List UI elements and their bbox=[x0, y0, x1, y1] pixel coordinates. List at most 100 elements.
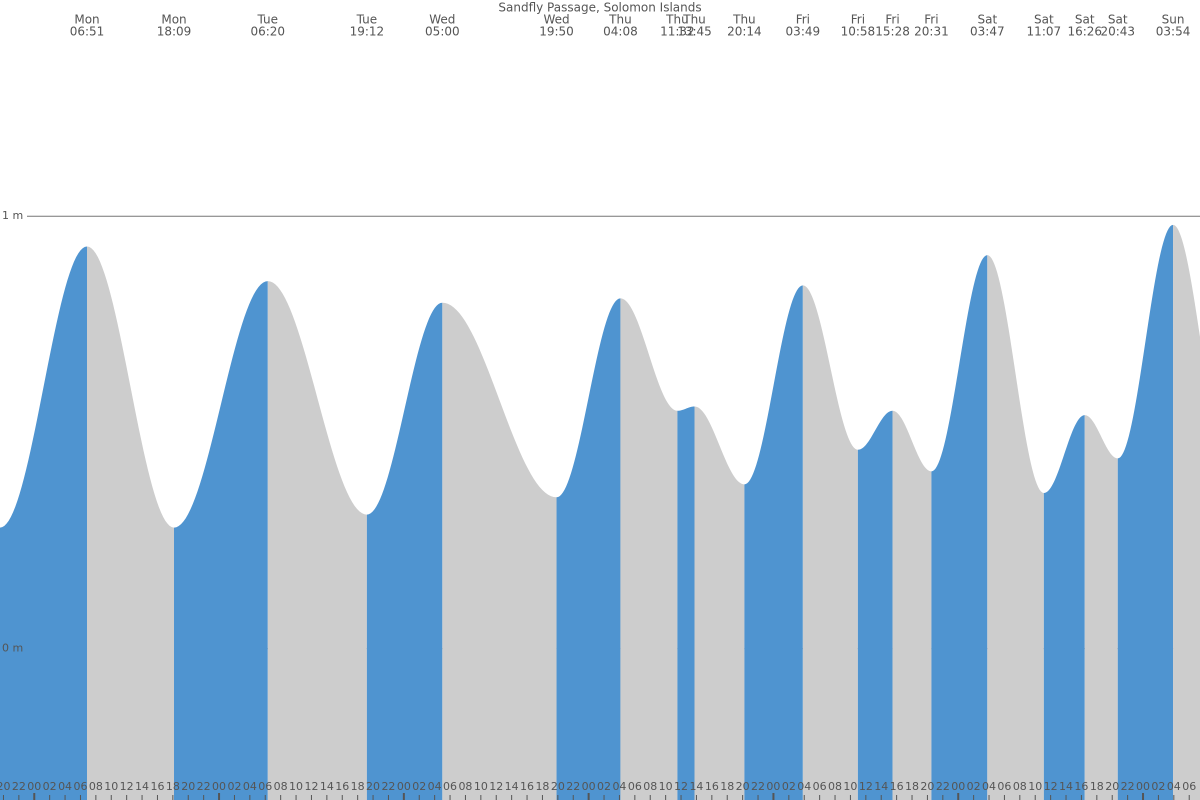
extreme-time: 11:07 bbox=[1027, 25, 1062, 39]
chart-title: Sandfly Passage, Solomon Islands bbox=[498, 1, 701, 15]
tide-area bbox=[857, 410, 893, 800]
extreme-time: 03:54 bbox=[1156, 25, 1191, 39]
extreme-day: Sat bbox=[1075, 13, 1095, 27]
x-tick-label: 10 bbox=[104, 780, 118, 793]
tide-area bbox=[802, 285, 858, 800]
x-tick-label: 20 bbox=[0, 780, 10, 793]
x-tick-label: 08 bbox=[643, 780, 657, 793]
x-tick-label: 08 bbox=[89, 780, 103, 793]
x-tick-label: 20 bbox=[181, 780, 195, 793]
extreme-time: 05:00 bbox=[425, 25, 460, 39]
x-tick-label: 16 bbox=[1074, 780, 1088, 793]
x-tick-label: 22 bbox=[566, 780, 580, 793]
x-tick-label: 04 bbox=[428, 780, 442, 793]
tide-area bbox=[267, 281, 367, 800]
extreme-day: Fri bbox=[924, 13, 938, 27]
x-tick-label: 22 bbox=[12, 780, 26, 793]
x-tick-label: 08 bbox=[828, 780, 842, 793]
x-tick-label: 04 bbox=[797, 780, 811, 793]
extreme-day: Sun bbox=[1162, 13, 1185, 27]
tide-area bbox=[1043, 415, 1085, 800]
extreme-day: Sat bbox=[977, 13, 997, 27]
extreme-time: 04:08 bbox=[603, 25, 638, 39]
x-tick-label: 14 bbox=[135, 780, 149, 793]
x-tick-label: 04 bbox=[58, 780, 72, 793]
extreme-time: 19:50 bbox=[539, 25, 574, 39]
x-tick-label: 16 bbox=[890, 780, 904, 793]
tide-area bbox=[931, 255, 988, 800]
label-layer: 1 m0 mMon06:51Mon18:09Tue06:20Tue19:12We… bbox=[0, 13, 1196, 800]
tide-area bbox=[620, 298, 678, 800]
extreme-day: Fri bbox=[851, 13, 865, 27]
x-tick-label: 16 bbox=[150, 780, 164, 793]
x-tick-label: 22 bbox=[1121, 780, 1135, 793]
extreme-day: Tue bbox=[257, 13, 279, 27]
x-tick-label: 02 bbox=[227, 780, 241, 793]
x-tick-label: 10 bbox=[659, 780, 673, 793]
extreme-day: Thu bbox=[665, 13, 689, 27]
tide-area bbox=[174, 281, 268, 800]
x-tick-label: 00 bbox=[27, 780, 41, 793]
tide-area bbox=[694, 406, 745, 800]
extreme-time: 16:26 bbox=[1067, 25, 1102, 39]
x-tick-label: 02 bbox=[412, 780, 426, 793]
x-tick-label: 18 bbox=[166, 780, 180, 793]
extreme-day: Mon bbox=[74, 13, 99, 27]
extreme-day: Sat bbox=[1108, 13, 1128, 27]
x-tick-label: 10 bbox=[289, 780, 303, 793]
x-tick-label: 02 bbox=[1151, 780, 1165, 793]
x-tick-label: 22 bbox=[381, 780, 395, 793]
x-tick-label: 04 bbox=[1167, 780, 1181, 793]
x-tick-label: 14 bbox=[689, 780, 703, 793]
x-tick-label: 10 bbox=[474, 780, 488, 793]
tide-area bbox=[0, 246, 88, 800]
extreme-day: Thu bbox=[608, 13, 632, 27]
x-tick-label: 20 bbox=[366, 780, 380, 793]
x-tick-label: 18 bbox=[1090, 780, 1104, 793]
x-tick-label: 00 bbox=[1136, 780, 1150, 793]
y-tick-label: 1 m bbox=[2, 209, 23, 222]
extreme-time: 03:49 bbox=[786, 25, 821, 39]
x-tick-label: 04 bbox=[612, 780, 626, 793]
tide-area bbox=[987, 255, 1044, 800]
x-tick-label: 10 bbox=[843, 780, 857, 793]
x-tick-label: 06 bbox=[1182, 780, 1196, 793]
extreme-time: 06:51 bbox=[70, 25, 105, 39]
x-tick-label: 18 bbox=[720, 780, 734, 793]
extreme-day: Wed bbox=[543, 13, 569, 27]
x-tick-label: 00 bbox=[582, 780, 596, 793]
x-tick-label: 20 bbox=[736, 780, 750, 793]
extreme-day: Fri bbox=[796, 13, 810, 27]
x-tick-label: 22 bbox=[751, 780, 765, 793]
x-tick-label: 06 bbox=[813, 780, 827, 793]
x-tick-label: 00 bbox=[951, 780, 965, 793]
x-tick-label: 22 bbox=[197, 780, 211, 793]
extreme-day: Thu bbox=[732, 13, 756, 27]
extreme-day: Mon bbox=[161, 13, 186, 27]
x-tick-label: 02 bbox=[43, 780, 57, 793]
x-tick-label: 08 bbox=[274, 780, 288, 793]
x-tick-label: 06 bbox=[628, 780, 642, 793]
extreme-day: Fri bbox=[885, 13, 899, 27]
x-tick-label: 06 bbox=[997, 780, 1011, 793]
tide-area bbox=[442, 302, 557, 800]
x-tick-label: 12 bbox=[489, 780, 503, 793]
tide-area bbox=[556, 298, 621, 800]
tide-area bbox=[744, 285, 803, 800]
x-tick-label: 18 bbox=[535, 780, 549, 793]
extreme-time: 10:58 bbox=[841, 25, 876, 39]
tide-area bbox=[1173, 224, 1200, 800]
extreme-day: Tue bbox=[356, 13, 378, 27]
x-tick-label: 20 bbox=[551, 780, 565, 793]
tide-area bbox=[1117, 224, 1174, 800]
tide-area bbox=[87, 246, 175, 800]
x-tick-label: 18 bbox=[351, 780, 365, 793]
x-tick-label: 02 bbox=[967, 780, 981, 793]
x-tick-label: 12 bbox=[1044, 780, 1058, 793]
x-tick-label: 22 bbox=[936, 780, 950, 793]
x-tick-label: 06 bbox=[258, 780, 272, 793]
x-tick-label: 16 bbox=[335, 780, 349, 793]
tide-area bbox=[677, 406, 695, 800]
extreme-day: Wed bbox=[429, 13, 455, 27]
tide-area bbox=[892, 410, 932, 800]
